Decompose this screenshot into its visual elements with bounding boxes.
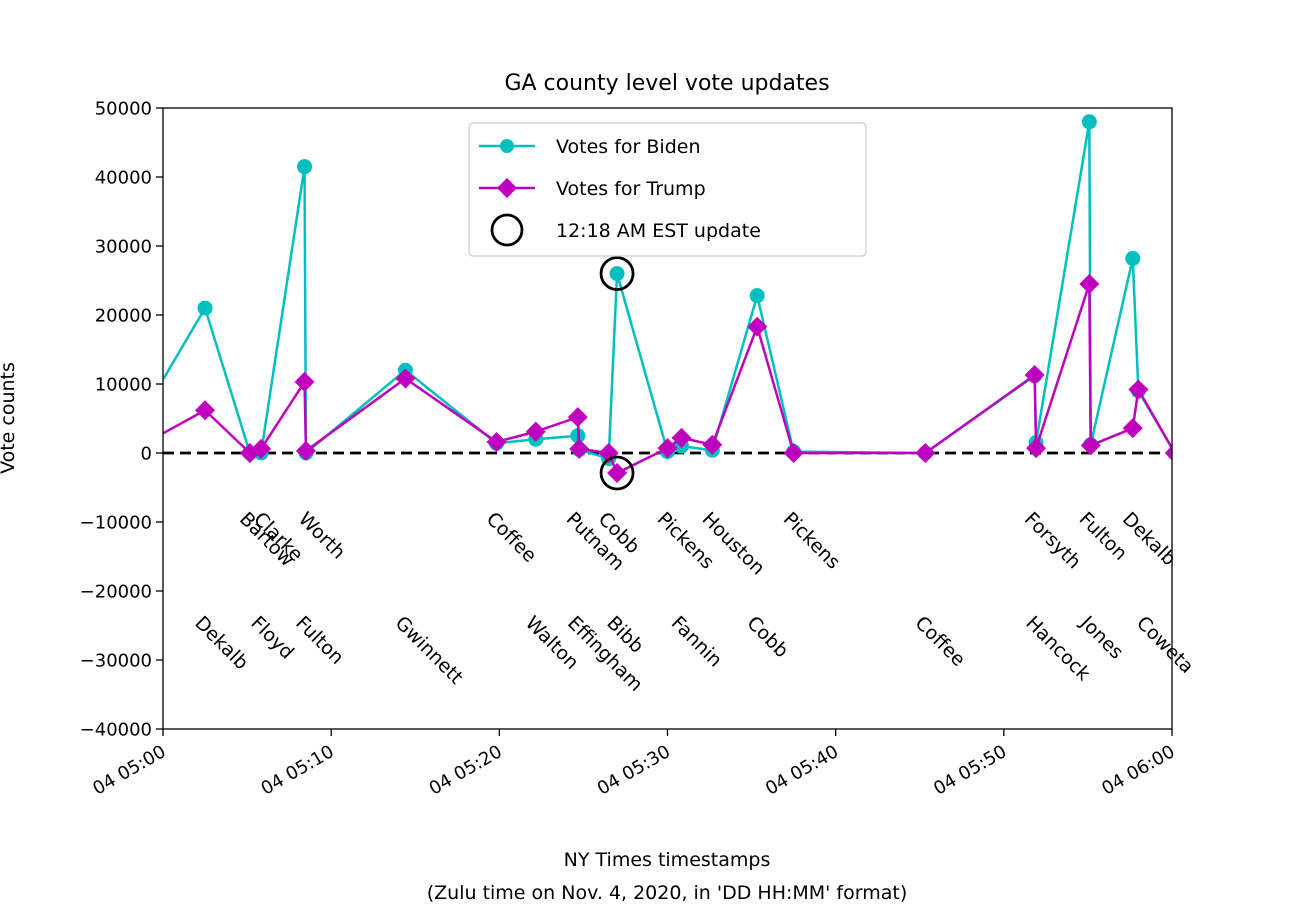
county-label: Coffee	[482, 508, 541, 567]
y-tick-label: 0	[141, 444, 152, 465]
county-label: Cobb	[742, 612, 792, 662]
x-tick-label: 04 05:20	[426, 741, 506, 799]
county-label: Coffee	[911, 612, 970, 671]
y-tick-label: −40000	[80, 720, 152, 741]
trump-data-point	[915, 443, 936, 463]
legend-entry-trump: Votes for Trump	[479, 178, 706, 200]
y-tick-label: 50000	[95, 99, 152, 120]
y-tick-label: 40000	[95, 168, 152, 189]
x-tick-label: 04 05:10	[257, 741, 337, 799]
trump-data-point	[1080, 435, 1101, 456]
legend-box	[468, 122, 867, 257]
y-axis-ticks: 50000 40000 30000 20000 10000 0 −10000 −20000 −3…	[80, 99, 163, 741]
trump-data-point	[1079, 273, 1100, 294]
y-tick-label: −20000	[80, 582, 152, 603]
legend-highlight-label: 12:18 AM EST update	[556, 220, 761, 242]
trump-data-point	[567, 407, 588, 428]
legend-trump-label: Votes for Trump	[556, 178, 706, 200]
legend-biden-marker	[500, 139, 514, 153]
highlight-ring	[599, 256, 635, 292]
county-label: Forsyth	[1020, 508, 1085, 573]
legend: Votes for Biden Votes for Trump 12:18 AM…	[468, 122, 867, 257]
trump-data-point	[1128, 379, 1149, 400]
trump-data-point	[486, 431, 507, 452]
x-axis-label-line2: (Zulu time on Nov. 4, 2020, in 'DD HH:MM…	[427, 882, 908, 904]
biden-data-point	[1081, 114, 1097, 130]
county-label: Dekalb	[190, 612, 252, 674]
trump-data-point	[747, 316, 768, 337]
y-tick-label: 30000	[95, 237, 152, 258]
series-line-biden	[163, 120, 1172, 460]
plot-area	[139, 114, 1172, 491]
chart-title: GA county level vote updates	[504, 71, 829, 96]
trump-data-point	[294, 371, 315, 392]
trump-data-point	[569, 438, 590, 459]
biden-data-point	[749, 288, 765, 304]
biden-data-point	[139, 401, 154, 416]
trump-data-point	[1024, 365, 1045, 386]
county-label: Gwinnett	[391, 612, 468, 689]
county-label: Pickens	[779, 508, 845, 574]
trump-data-point	[525, 421, 546, 442]
x-axis-label-line1: NY Times timestamps	[564, 849, 771, 871]
y-tick-label: −10000	[80, 513, 152, 534]
x-tick-label: 04 05:50	[930, 741, 1010, 799]
county-label: Fannin	[667, 612, 727, 672]
y-axis-label: Vote counts	[0, 362, 19, 474]
biden-data-point	[297, 159, 313, 175]
legend-biden-label: Votes for Biden	[556, 136, 701, 158]
trump-data-point	[783, 443, 804, 463]
county-label: Coweta	[1132, 612, 1198, 678]
county-label: Floyd	[246, 612, 298, 664]
county-label: Jones	[1075, 611, 1127, 663]
biden-data-point	[197, 300, 213, 316]
highlight-ring	[599, 455, 635, 491]
trump-data-point	[657, 438, 678, 459]
biden-data-point	[609, 266, 625, 282]
trump-data-point	[395, 368, 416, 389]
trump-data-point	[671, 427, 692, 448]
x-tick-label: 04 05:00	[89, 741, 169, 799]
trump-data-point	[702, 434, 723, 455]
county-label: Fulton	[291, 612, 348, 669]
x-tick-label: 04 05:30	[594, 741, 674, 799]
trump-data-point	[1122, 418, 1143, 439]
trump-data-point	[195, 400, 216, 421]
plot-frame	[162, 107, 1173, 730]
legend-entry-biden: Votes for Biden	[479, 136, 701, 158]
county-label: Houston	[698, 508, 769, 579]
county-label: Dekalb	[1118, 508, 1180, 570]
trump-data-point	[1164, 445, 1172, 461]
biden-data-point	[1125, 250, 1141, 266]
legend-trump-marker	[497, 178, 517, 198]
series-line-trump	[163, 282, 1172, 475]
trump-data-point	[251, 438, 272, 459]
legend-highlight-marker	[490, 213, 524, 247]
trump-data-point	[607, 463, 628, 484]
y-tick-label: 20000	[95, 306, 152, 327]
y-tick-label: −30000	[80, 651, 152, 672]
x-axis-ticks: 04 05:00 04 05:10 04 05:20 04 05:30 04 05:40…	[89, 729, 1179, 800]
trump-data-point	[1026, 438, 1047, 459]
legend-entry-highlight: 12:18 AM EST update	[490, 213, 761, 247]
x-tick-label: 04 06:00	[1098, 741, 1178, 799]
x-tick-label: 04 05:40	[762, 741, 842, 799]
y-tick-label: 10000	[95, 375, 152, 396]
trump-data-point	[295, 440, 316, 461]
